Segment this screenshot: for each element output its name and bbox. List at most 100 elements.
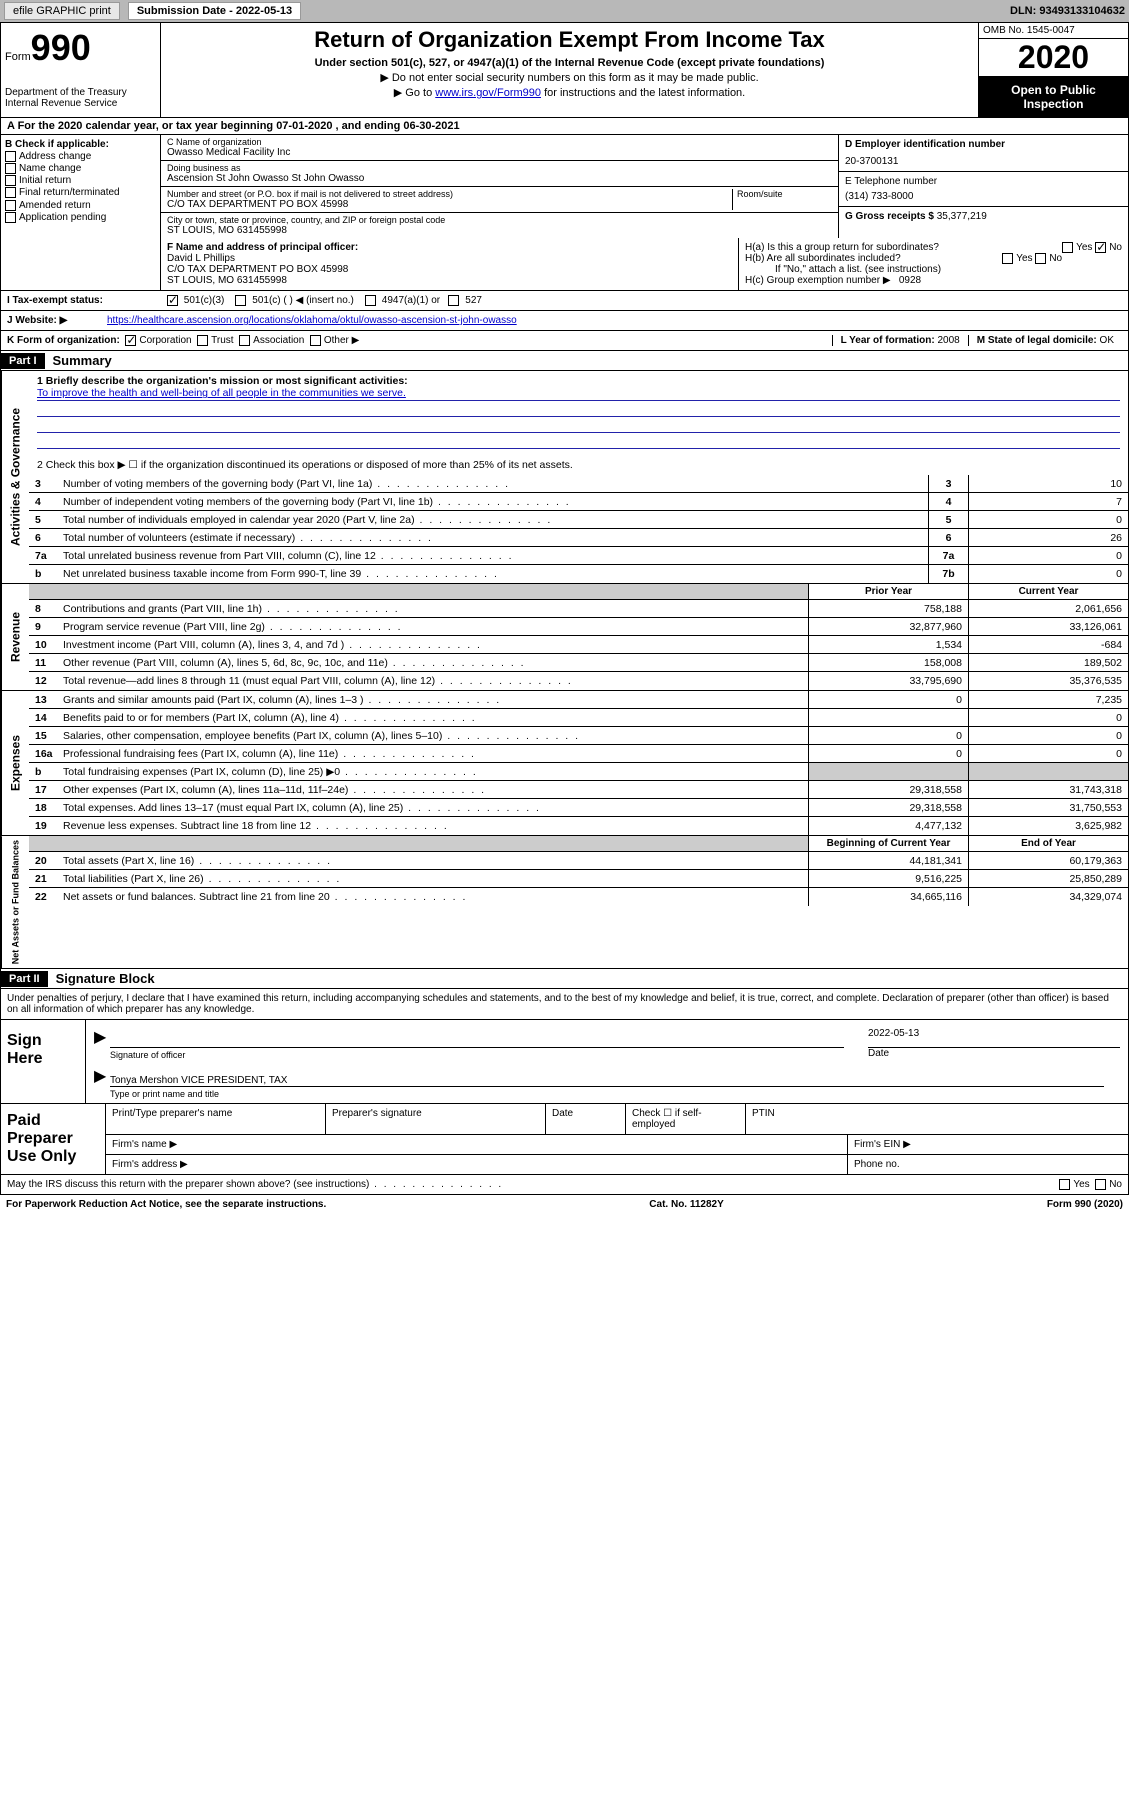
ein: 20-3700131 — [845, 156, 1122, 167]
chk-amended[interactable]: Amended return — [5, 200, 156, 211]
gross-row: G Gross receipts $ 35,377,219 — [839, 207, 1128, 226]
chk-527[interactable] — [448, 295, 459, 306]
vtab-revenue: Revenue — [1, 584, 29, 690]
gross-label: G Gross receipts $ — [845, 211, 934, 222]
line-20: 20Total assets (Part X, line 16) 44,181,… — [29, 852, 1128, 870]
line-10: 10Investment income (Part VIII, column (… — [29, 636, 1128, 654]
part2-badge: Part II — [1, 971, 48, 987]
chk-pending[interactable]: Application pending — [5, 212, 156, 223]
dba-name: Ascension St John Owasso St John Owasso — [167, 173, 832, 184]
hb: H(b) Are all subordinates included? Yes … — [745, 253, 1122, 264]
line-7a: 7aTotal unrelated business revenue from … — [29, 547, 1128, 565]
vtab-governance: Activities & Governance — [1, 371, 29, 583]
line-17: 17Other expenses (Part IX, column (A), l… — [29, 781, 1128, 799]
name-title-line: ▶Tonya Mershon VICE PRESIDENT, TAX — [110, 1067, 1104, 1087]
form-title: Return of Organization Exempt From Incom… — [169, 27, 970, 53]
line-11: 11Other revenue (Part VIII, column (A), … — [29, 654, 1128, 672]
org-name-label: C Name of organization — [167, 137, 832, 147]
part1-header: Part I Summary — [0, 351, 1129, 371]
row-h: H(a) Is this a group return for subordin… — [738, 238, 1128, 290]
discuss-text: May the IRS discuss this return with the… — [7, 1179, 503, 1190]
chk-initial[interactable]: Initial return — [5, 175, 156, 186]
part1-badge: Part I — [1, 353, 45, 369]
net-header: Beginning of Current Year End of Year — [29, 836, 1128, 852]
hdr-prior: Prior Year — [808, 584, 968, 599]
line-12: 12Total revenue—add lines 8 through 11 (… — [29, 672, 1128, 690]
hdr-eoy: End of Year — [968, 836, 1128, 851]
chk-corp[interactable] — [125, 335, 136, 346]
signature-section: Under penalties of perjury, I declare th… — [0, 989, 1129, 1195]
line-22: 22Net assets or fund balances. Subtract … — [29, 888, 1128, 906]
form-ref: Form 990 (2020) — [1047, 1199, 1123, 1210]
chk-501c[interactable] — [235, 295, 246, 306]
line-21: 21Total liabilities (Part X, line 26) 9,… — [29, 870, 1128, 888]
city-label: City or town, state or province, country… — [167, 215, 832, 225]
fgh-left-blank — [1, 238, 161, 290]
open-public: Open to Public Inspection — [979, 77, 1128, 117]
line-b: bTotal fundraising expenses (Part IX, co… — [29, 763, 1128, 781]
sig-date: 2022-05-13 — [868, 1028, 1120, 1048]
firm-ein: Firm's EIN ▶ — [848, 1135, 1128, 1154]
check-self: Check ☐ if self-employed — [626, 1104, 746, 1134]
line-18: 18Total expenses. Add lines 13–17 (must … — [29, 799, 1128, 817]
hc: H(c) Group exemption number ▶ 0928 — [745, 275, 1122, 286]
vtab-expenses: Expenses — [1, 691, 29, 835]
chk-other[interactable] — [310, 335, 321, 346]
paperwork: For Paperwork Reduction Act Notice, see … — [6, 1199, 326, 1210]
note2-pre: ▶ Go to — [394, 87, 435, 99]
org-name: Owasso Medical Facility Inc — [167, 147, 832, 158]
sign-here-label: Sign Here — [1, 1020, 86, 1103]
page-footer: For Paperwork Reduction Act Notice, see … — [0, 1195, 1129, 1214]
department: Department of the Treasury Internal Reve… — [5, 87, 156, 109]
line-8: 8Contributions and grants (Part VIII, li… — [29, 600, 1128, 618]
chk-trust[interactable] — [197, 335, 208, 346]
omb-number: OMB No. 1545-0047 — [979, 23, 1128, 39]
line-14: 14Benefits paid to or for members (Part … — [29, 709, 1128, 727]
line-5: 5Total number of individuals employed in… — [29, 511, 1128, 529]
expenses-section: Expenses 13Grants and similar amounts pa… — [0, 691, 1129, 836]
prep-date: Date — [546, 1104, 626, 1134]
form990-link[interactable]: www.irs.gov/Form990 — [435, 87, 541, 99]
city: ST LOUIS, MO 631455998 — [167, 225, 832, 236]
chk-name[interactable]: Name change — [5, 163, 156, 174]
efile-button[interactable]: efile GRAPHIC print — [4, 2, 120, 20]
chk-final[interactable]: Final return/terminated — [5, 187, 156, 198]
mission-block: 1 Briefly describe the organization's mi… — [29, 371, 1128, 455]
row-fgh: F Name and address of principal officer:… — [0, 238, 1129, 291]
form-word: Form — [5, 51, 31, 63]
note2-post: for instructions and the latest informat… — [541, 87, 745, 99]
chk-address[interactable]: Address change — [5, 151, 156, 162]
sig-officer-caption: Signature of officer — [110, 1050, 864, 1060]
org-name-row: C Name of organization Owasso Medical Fa… — [161, 135, 838, 161]
line-4: 4Number of independent voting members of… — [29, 493, 1128, 511]
phone: (314) 733-8000 — [845, 191, 1122, 202]
discuss-no[interactable] — [1095, 1179, 1106, 1190]
officer-sig-line[interactable]: ▶ — [110, 1028, 844, 1048]
note-ssn: ▶ Do not enter social security numbers o… — [169, 71, 970, 84]
i-opts: 501(c)(3) 501(c) ( ) ◀ (insert no.) 4947… — [167, 295, 1122, 306]
chk-assoc[interactable] — [239, 335, 250, 346]
l-box: L Year of formation: 2008 — [832, 335, 968, 346]
firm-name: Firm's name ▶ — [106, 1135, 848, 1154]
chk-4947[interactable] — [365, 295, 376, 306]
room-label: Room/suite — [737, 189, 832, 199]
form-header: Form990 Department of the Treasury Inter… — [0, 22, 1129, 118]
form-subtitle: Under section 501(c), 527, or 4947(a)(1)… — [169, 57, 970, 69]
sig-date-col: 2022-05-13 Date — [864, 1024, 1124, 1063]
website-link[interactable]: https://healthcare.ascension.org/locatio… — [107, 315, 1122, 326]
ha: H(a) Is this a group return for subordin… — [745, 242, 1122, 253]
hdr-current: Current Year — [968, 584, 1128, 599]
submission-date: Submission Date - 2022-05-13 — [128, 2, 301, 20]
dba-row: Doing business as Ascension St John Owas… — [161, 161, 838, 187]
q2: 2 Check this box ▶ ☐ if the organization… — [29, 455, 1128, 475]
line-6: 6Total number of volunteers (estimate if… — [29, 529, 1128, 547]
mission-text[interactable]: To improve the health and well-being of … — [37, 387, 406, 399]
f-addr1: C/O TAX DEPARTMENT PO BOX 45998 — [167, 264, 732, 275]
line-16a: 16aProfessional fundraising fees (Part I… — [29, 745, 1128, 763]
vtab-net: Net Assets or Fund Balances — [1, 836, 29, 968]
revenue-section: Revenue Prior Year Current Year 8Contrib… — [0, 584, 1129, 691]
phone-label: E Telephone number — [845, 176, 1122, 187]
chk-501c3[interactable] — [167, 295, 178, 306]
discuss-yes[interactable] — [1059, 1179, 1070, 1190]
addr: C/O TAX DEPARTMENT PO BOX 45998 — [167, 199, 732, 210]
